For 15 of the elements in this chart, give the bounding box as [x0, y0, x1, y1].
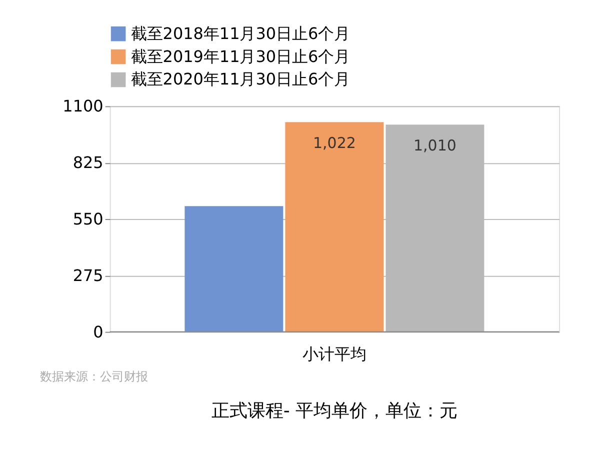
- y-tick-label: 825: [72, 153, 104, 172]
- data-label: 1,022: [313, 134, 356, 152]
- data-label: 1,010: [414, 136, 456, 155]
- bar: [184, 206, 284, 332]
- text: 正式课程- 平均单价，单位：元: [211, 400, 458, 422]
- y-tick-label: 0: [93, 322, 104, 342]
- y-tick-label: 275: [72, 266, 104, 285]
- legend-label: 截至2018年11月30日止6个月: [130, 24, 350, 43]
- legend-label: 截至2019年11月30日止6个月: [130, 46, 350, 66]
- bar: [285, 122, 384, 332]
- y-tick-label: 550: [72, 209, 104, 228]
- y-tick-label: 1100: [62, 96, 104, 116]
- x-tick-label: 小计平均: [302, 344, 366, 364]
- source-note: 数据来源：公司财报: [40, 370, 148, 384]
- legend-label: 截至2020年11月30日止6个月: [130, 70, 350, 89]
